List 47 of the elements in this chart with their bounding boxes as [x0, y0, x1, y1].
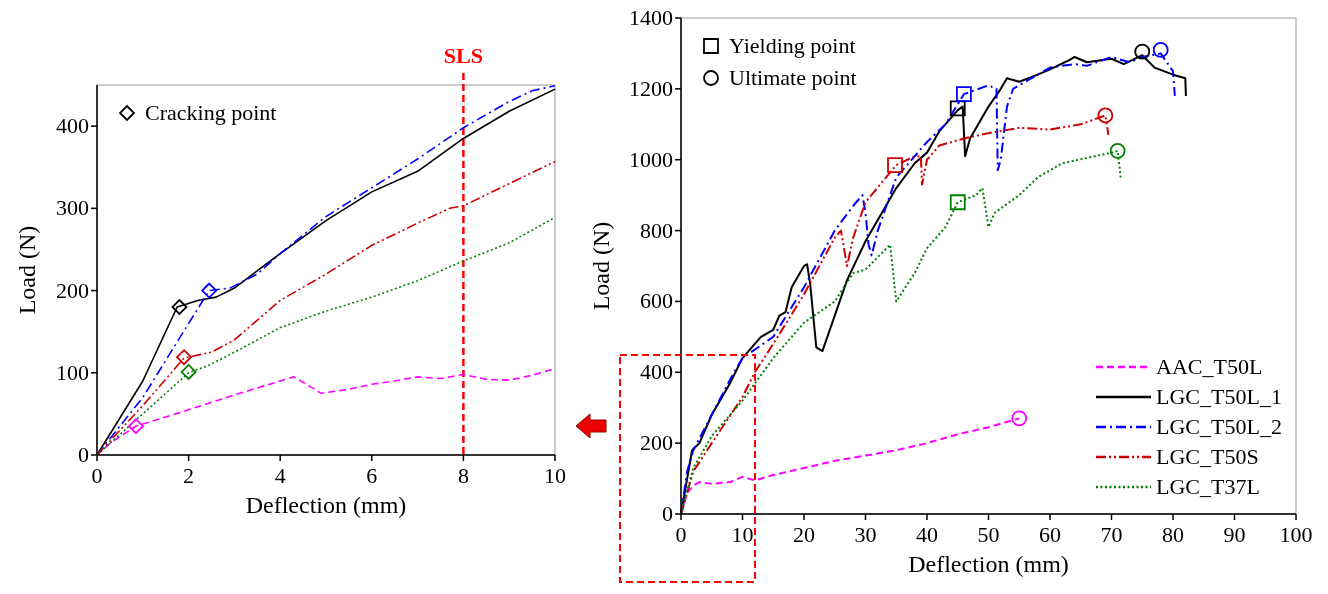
- x-tick-label: 2: [183, 463, 195, 488]
- x-tick-label: 40: [916, 522, 938, 547]
- y-axis-title: Load (N): [14, 225, 40, 315]
- x-tick-label: 50: [977, 522, 1000, 547]
- y-tick-label: 1200: [629, 75, 673, 101]
- point: [201, 282, 218, 299]
- y-tick-label: 400: [56, 113, 89, 139]
- x-tick-label: 100: [1279, 522, 1313, 547]
- y-axis-title: Load (N): [588, 221, 614, 311]
- y-tick-label: 0: [662, 501, 673, 526]
- y-tick-label: 800: [640, 217, 673, 243]
- y-tick-label: 200: [56, 277, 89, 303]
- point: [171, 299, 188, 315]
- legend-label: AAC_T50L: [1156, 354, 1263, 379]
- x-tick-label: 10: [544, 463, 566, 488]
- x-tick-label: 90: [1223, 522, 1246, 547]
- x-tick-label: 6: [366, 463, 378, 488]
- point: [176, 349, 192, 366]
- x-tick-label: 60: [1039, 522, 1061, 547]
- x-axis-title: Deflection (mm): [245, 492, 407, 518]
- legend-label: Cracking point: [145, 100, 277, 125]
- y-tick-label: 400: [640, 359, 673, 385]
- legend-label: LGC_T37L: [1156, 474, 1260, 499]
- y-tick-label: 100: [56, 359, 89, 385]
- x-axis-title: Deflection (mm): [908, 551, 1069, 577]
- y-tick-label: 1400: [629, 5, 673, 30]
- y-tick-label: 600: [640, 288, 673, 314]
- y-tick-label: 0: [78, 442, 89, 467]
- x-tick-label: 80: [1162, 522, 1184, 547]
- x-tick-label: 70: [1100, 522, 1123, 547]
- x-tick-label: 20: [793, 522, 815, 547]
- x-tick-label: 30: [854, 522, 877, 547]
- legend-label: Ultimate point: [729, 65, 857, 90]
- legend-label: Yielding point: [729, 33, 856, 58]
- x-tick-label: 10: [731, 522, 754, 547]
- legend-label: LGC_T50S: [1156, 444, 1259, 469]
- point: [128, 418, 144, 435]
- ref-line-label: SLS: [443, 43, 483, 68]
- x-tick-label: 8: [457, 463, 469, 488]
- x-tick-label: 4: [274, 463, 286, 488]
- y-tick-label: 200: [640, 430, 673, 456]
- point: [1011, 410, 1028, 427]
- legend-label: LGC_T50L_1: [1156, 384, 1282, 409]
- y-tick-label: 300: [56, 195, 89, 221]
- legend-label: LGC_T50L_2: [1156, 414, 1282, 439]
- y-tick-label: 1000: [629, 146, 673, 172]
- point: [180, 364, 197, 380]
